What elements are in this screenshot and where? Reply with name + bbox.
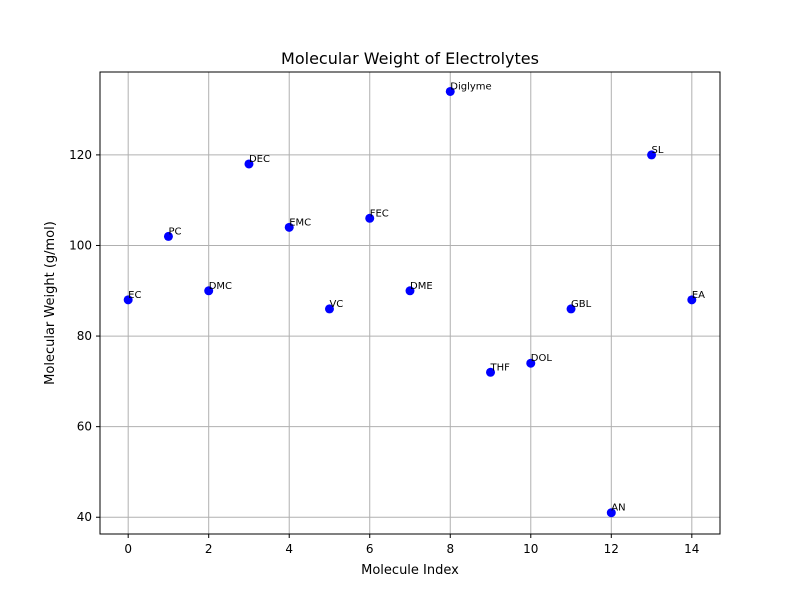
- data-point: [123, 295, 133, 305]
- chart-title: Molecular Weight of Electrolytes: [281, 49, 539, 68]
- data-point: [647, 150, 657, 160]
- plot-area-frame: [99, 71, 721, 535]
- y-tick-label: 80: [77, 329, 92, 343]
- data-point-label: FEC: [370, 208, 389, 219]
- y-tick-label: 40: [77, 510, 92, 524]
- x-tick-label: 4: [285, 542, 293, 556]
- data-point-label: DMC: [209, 281, 232, 292]
- data-point-label: DOL: [531, 353, 553, 364]
- data-point-label: THF: [490, 362, 511, 373]
- data-point-label: AN: [611, 503, 625, 514]
- data-point: [486, 367, 496, 377]
- data-point-label: DME: [410, 281, 433, 292]
- x-tick-label: 10: [523, 542, 538, 556]
- data-point-label: SL: [652, 145, 664, 156]
- data-point: [687, 295, 697, 305]
- data-point-label: PC: [168, 226, 181, 237]
- data-point-label: Diglyme: [450, 81, 491, 92]
- data-point: [606, 508, 616, 518]
- data-point-label: VC: [329, 299, 343, 310]
- x-tick-label: 0: [124, 542, 132, 556]
- data-point: [445, 86, 455, 96]
- x-tick-label: 6: [366, 542, 374, 556]
- data-point: [405, 286, 415, 296]
- y-tick-label: 120: [69, 148, 92, 162]
- x-tick-label: 14: [684, 542, 699, 556]
- x-tick-label: 2: [205, 542, 213, 556]
- data-point: [526, 358, 536, 368]
- data-point-label: EC: [128, 290, 141, 301]
- x-tick-label: 8: [446, 542, 454, 556]
- grid-lines: [100, 72, 720, 534]
- x-axis-label: Molecule Index: [361, 563, 459, 578]
- data-point-label: EA: [692, 290, 705, 301]
- data-point-label: DEC: [249, 154, 270, 165]
- data-point-label: GBL: [571, 299, 592, 310]
- data-point-label: EMC: [289, 217, 311, 228]
- data-point: [284, 222, 294, 232]
- data-points: EC PC DMC DEC EMC VC FEC DME Diglyme THF DOL GBL AN S…: [123, 81, 705, 518]
- y-tick-label: 60: [77, 420, 92, 434]
- axis-ticks: 0 2 4 6 8 10 12 14 40 60 80 100 120: [69, 148, 699, 556]
- data-point: [365, 213, 375, 223]
- data-point: [204, 286, 214, 296]
- data-point: [566, 304, 576, 314]
- data-point: [163, 231, 173, 241]
- data-point: [324, 304, 334, 314]
- data-point: [244, 159, 254, 169]
- x-tick-label: 12: [604, 542, 619, 556]
- y-tick-label: 100: [69, 238, 92, 252]
- y-axis-label: Molecular Weight (g/mol): [43, 221, 58, 385]
